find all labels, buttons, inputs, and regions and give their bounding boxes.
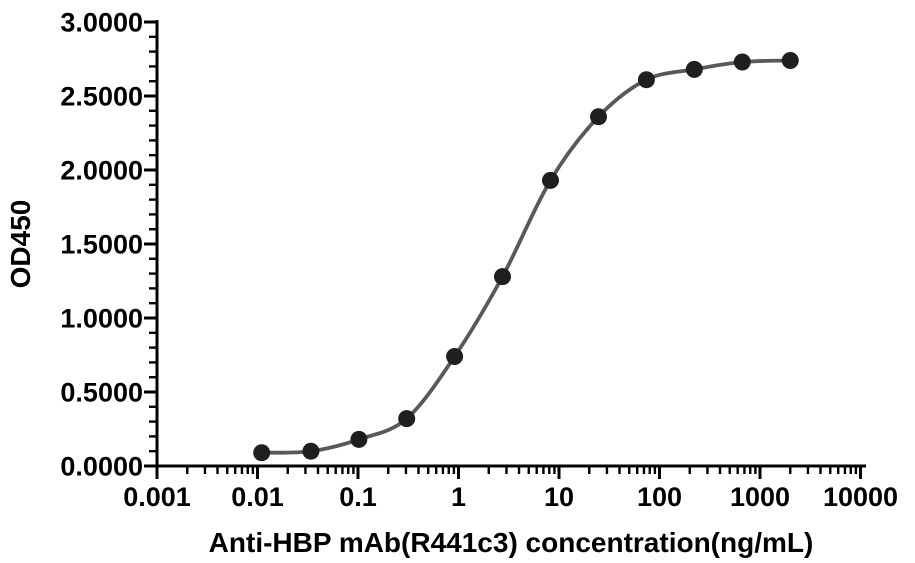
data-point (302, 442, 320, 460)
y-axis-major-ticks (144, 20, 157, 468)
data-point (733, 53, 751, 71)
x-tick-label: 100 (637, 482, 682, 512)
data-point (542, 171, 559, 189)
data-point (398, 410, 416, 428)
fit-curve-path (259, 58, 793, 455)
x-tick-label: 1 (451, 482, 466, 512)
y-tick-label: 2.5000 (60, 82, 143, 112)
x-tick-label: 10 (544, 482, 574, 512)
data-point (350, 430, 368, 448)
data-point (637, 71, 655, 89)
y-tick-label: 0.0000 (60, 452, 143, 482)
data-point (494, 268, 511, 286)
axis-spine (155, 20, 866, 468)
x-tick-label: 10000 (823, 482, 898, 512)
x-tick-label: 0.01 (231, 482, 284, 512)
y-tick-label: 0.5000 (60, 378, 143, 408)
data-point (685, 60, 703, 78)
y-axis-tick-labels: 0.0000 0.5000 1.0000 1.5000 2.0000 2.5000 3.00… (60, 8, 143, 482)
y-tick-label: 1.5000 (60, 230, 143, 260)
axes (155, 20, 866, 468)
data-point (253, 444, 271, 462)
x-tick-label: 0.001 (123, 482, 191, 512)
x-tick-label: 0.1 (339, 482, 377, 512)
x-axis-minor-ticks (186, 466, 858, 474)
x-axis-major-ticks (155, 466, 862, 479)
data-point (781, 52, 799, 69)
x-tick-label: 1000 (730, 482, 790, 512)
y-tick-label: 2.0000 (60, 156, 143, 186)
x-axis-tick-labels: 0.001 0.01 0.1 1 10 100 1000 10000 (123, 482, 898, 512)
x-axis-title: Anti-HBP mAb(R441c3) concentration(ng/mL… (209, 527, 814, 558)
y-axis-minor-ticks (149, 35, 157, 453)
y-tick-label: 1.0000 (60, 304, 143, 334)
dose-response-curve (259, 58, 793, 455)
data-point-markers (253, 52, 799, 462)
y-axis-title: OD450 (5, 200, 36, 289)
data-point (446, 348, 464, 365)
y-tick-label: 3.0000 (60, 8, 143, 38)
data-point (590, 108, 607, 126)
